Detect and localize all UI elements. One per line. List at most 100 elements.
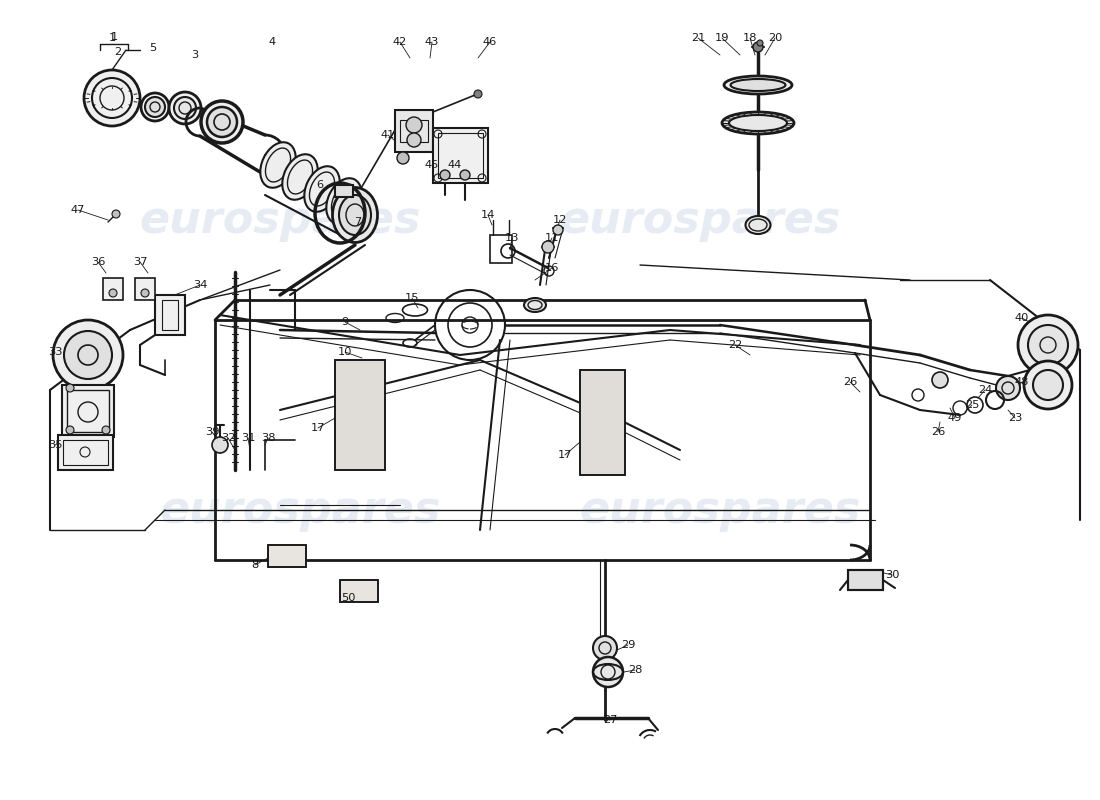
Text: 22: 22 [728,340,743,350]
Ellipse shape [722,112,794,134]
Text: 33: 33 [47,347,63,357]
Circle shape [1024,361,1072,409]
Text: 19: 19 [715,33,729,43]
Ellipse shape [339,195,371,235]
Text: 42: 42 [393,37,407,47]
Circle shape [109,289,117,297]
Text: 24: 24 [978,385,992,395]
Bar [336,360,385,470]
Text: 11: 11 [544,233,559,243]
Text: 6: 6 [317,180,323,190]
Text: eurospares: eurospares [140,198,420,242]
Ellipse shape [261,142,296,188]
Text: 1: 1 [109,33,116,43]
Bar [580,370,625,475]
Text: 18: 18 [742,33,757,43]
Circle shape [996,376,1020,400]
Text: 20: 20 [768,33,782,43]
Circle shape [593,636,617,660]
Bar [395,110,433,152]
Ellipse shape [305,166,340,212]
Text: eurospares: eurospares [559,198,840,242]
Text: 48: 48 [1015,377,1030,387]
Text: 30: 30 [884,570,900,580]
Circle shape [757,40,763,46]
Ellipse shape [201,101,243,143]
Text: 39: 39 [205,427,219,437]
Text: 50: 50 [341,593,355,603]
Ellipse shape [169,92,201,124]
Circle shape [553,225,563,235]
Circle shape [1033,370,1063,400]
Text: 35: 35 [47,440,63,450]
Ellipse shape [145,97,165,117]
Text: 12: 12 [553,215,568,225]
Bar [490,235,512,263]
Ellipse shape [730,79,785,91]
Text: 45: 45 [425,160,439,170]
Circle shape [53,320,123,390]
Circle shape [102,426,110,434]
Bar [58,435,113,470]
Bar [62,385,114,437]
Text: 21: 21 [691,33,705,43]
Text: 9: 9 [341,317,349,327]
Circle shape [440,170,450,180]
Circle shape [64,331,112,379]
Text: 31: 31 [241,433,255,443]
Text: 13: 13 [505,233,519,243]
Text: 3: 3 [191,50,199,60]
Circle shape [593,657,623,687]
Bar [268,545,306,567]
Text: 40: 40 [1015,313,1030,323]
Text: 26: 26 [931,427,945,437]
Circle shape [1028,325,1068,365]
Bar [340,580,378,602]
Circle shape [406,117,422,133]
Circle shape [474,90,482,98]
Text: 41: 41 [381,130,395,140]
Bar [438,133,483,178]
Circle shape [66,384,74,392]
Circle shape [754,42,763,52]
Text: 5: 5 [150,43,156,53]
Bar [580,370,625,475]
Text: 46: 46 [483,37,497,47]
Text: 32: 32 [221,433,235,443]
Circle shape [212,437,228,453]
Circle shape [112,210,120,218]
Circle shape [932,372,948,388]
Circle shape [1018,315,1078,375]
Circle shape [397,152,409,164]
Text: 25: 25 [965,400,979,410]
Text: 44: 44 [448,160,462,170]
Circle shape [542,241,554,253]
Text: 10: 10 [338,347,352,357]
Bar [433,128,488,183]
Text: 8: 8 [252,560,258,570]
Text: 27: 27 [603,715,617,725]
Text: 36: 36 [91,257,106,267]
Text: 16: 16 [544,263,559,273]
Text: 14: 14 [481,210,495,220]
Text: 17: 17 [558,450,572,460]
Ellipse shape [332,187,377,242]
Bar [67,390,109,432]
Text: 47: 47 [70,205,85,215]
Bar [848,570,883,590]
Text: 15: 15 [405,293,419,303]
Bar [268,545,306,567]
Ellipse shape [141,93,169,121]
Ellipse shape [174,97,196,119]
Bar [162,300,178,330]
Text: 49: 49 [948,413,962,423]
Ellipse shape [327,178,362,224]
Circle shape [460,170,470,180]
Bar [155,295,185,335]
Text: 43: 43 [425,37,439,47]
Bar [400,120,428,142]
Bar [340,580,378,602]
Circle shape [66,426,74,434]
Ellipse shape [207,107,236,137]
Ellipse shape [746,216,770,234]
